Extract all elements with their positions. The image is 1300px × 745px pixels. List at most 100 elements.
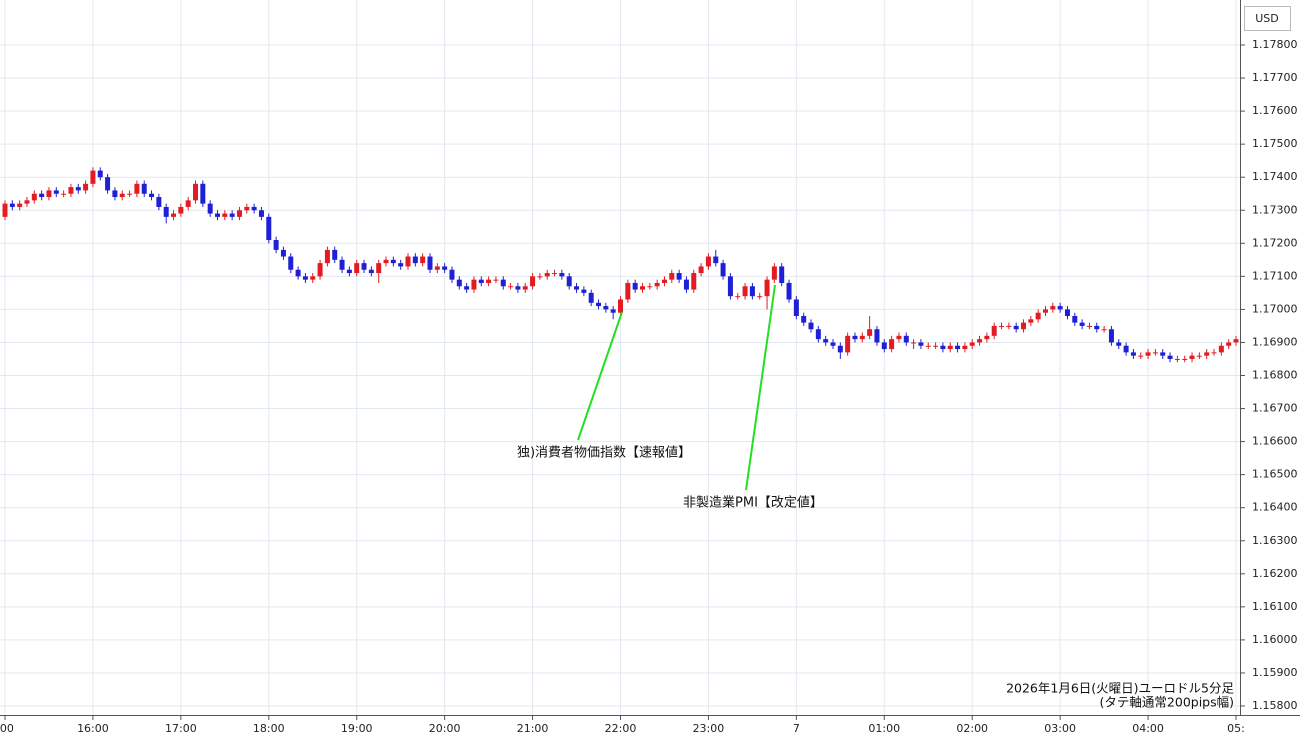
candle-body [46, 190, 52, 198]
candle-body [17, 203, 23, 207]
candle-body [346, 269, 352, 274]
candle-body [127, 193, 133, 195]
x-tick-label: 20:00 [429, 722, 461, 735]
candle-body [984, 335, 990, 340]
y-tick-label: 1.17400 [1252, 170, 1298, 183]
candle-body [947, 345, 953, 350]
candle-body [823, 339, 829, 343]
candle-body [1182, 358, 1188, 360]
candle-body [229, 213, 235, 217]
candle-body [75, 187, 81, 191]
y-tick-label: 1.17800 [1252, 38, 1298, 51]
candle-body [632, 282, 638, 290]
candle-body [288, 256, 294, 270]
candle-body [412, 256, 418, 264]
candle-body [449, 269, 455, 280]
candle-body [486, 279, 492, 283]
candle-body [771, 266, 777, 280]
candle-body [508, 286, 514, 288]
x-tick-label: 01:00 [868, 722, 900, 735]
candle-body [596, 302, 602, 307]
candle-body [727, 276, 733, 297]
y-tick-label: 1.17200 [1252, 236, 1298, 249]
candle-body [764, 279, 770, 297]
candle-body [171, 213, 177, 217]
candle-body [317, 263, 323, 277]
candle-body [1138, 355, 1144, 357]
annotation: 非製造業PMI【改定値】 [683, 495, 823, 511]
candle-body [368, 269, 374, 274]
y-tick-label: 1.15900 [1252, 666, 1298, 679]
candle-body [258, 210, 264, 217]
candle-body [1167, 355, 1173, 359]
candle-body [434, 266, 440, 270]
candle-body [236, 210, 242, 217]
candle-body [977, 339, 983, 343]
y-tick-label: 1.16600 [1252, 435, 1298, 448]
candle-body [427, 256, 433, 270]
candle-body [39, 193, 45, 198]
candle-body [332, 249, 338, 260]
x-tick-label: 22:00 [605, 722, 637, 735]
candle-body [1028, 319, 1034, 323]
candle-body [1233, 339, 1239, 343]
candle-body [193, 183, 199, 201]
candle-body [156, 197, 162, 207]
candle-body [779, 266, 785, 283]
candle-body [837, 345, 843, 353]
candles [2, 167, 1239, 363]
x-tick-label: 05: [1227, 722, 1245, 735]
candle-body [251, 206, 257, 211]
candle-body [478, 279, 484, 283]
candle-body [207, 203, 213, 214]
candle-body [244, 206, 250, 211]
x-tick-label: 19:00 [341, 722, 373, 735]
candle-body [141, 183, 147, 194]
candle-body [339, 259, 345, 270]
candle-body [793, 299, 799, 317]
y-tick-label: 1.16500 [1252, 468, 1298, 481]
candle-body [310, 276, 316, 280]
candle-body [1042, 309, 1048, 313]
candle-body [398, 263, 404, 267]
y-tick-label: 1.16900 [1252, 335, 1298, 348]
candle-body [1079, 322, 1085, 326]
candle-body [749, 286, 755, 297]
candle-body [661, 279, 667, 283]
candle-body [830, 342, 836, 346]
candle-body [669, 273, 675, 280]
candle-body [383, 259, 389, 264]
candle-body [933, 345, 939, 347]
candle-body [566, 276, 572, 287]
candle-body [552, 273, 558, 275]
candle-body [676, 273, 682, 280]
candle-body [859, 335, 865, 340]
candle-body [1116, 342, 1122, 346]
candle-body [911, 342, 917, 344]
candle-body [705, 256, 711, 267]
candle-body [683, 279, 689, 290]
candle-body [1072, 316, 1078, 323]
candle-body [266, 216, 272, 240]
y-tick-label: 1.16400 [1252, 501, 1298, 514]
candle-body [1160, 352, 1166, 356]
candle-body [647, 286, 653, 288]
candle-body [618, 299, 623, 313]
candle-body [280, 249, 286, 257]
candle-body [324, 249, 330, 264]
y-tick-label: 1.17000 [1252, 302, 1298, 315]
candle-body [200, 183, 206, 204]
candle-body [845, 335, 851, 353]
candle-body [610, 309, 616, 313]
annotation-line [745, 284, 776, 491]
candle-body [1204, 352, 1210, 356]
y-tick-label: 1.17100 [1252, 269, 1298, 282]
candle-body [969, 342, 975, 346]
candle-body [149, 193, 155, 198]
annotation-line [577, 311, 623, 441]
y-tick-label: 1.15800 [1252, 699, 1298, 712]
currency-box [1244, 6, 1291, 31]
candle-body [603, 306, 609, 310]
candle-body [83, 183, 89, 191]
